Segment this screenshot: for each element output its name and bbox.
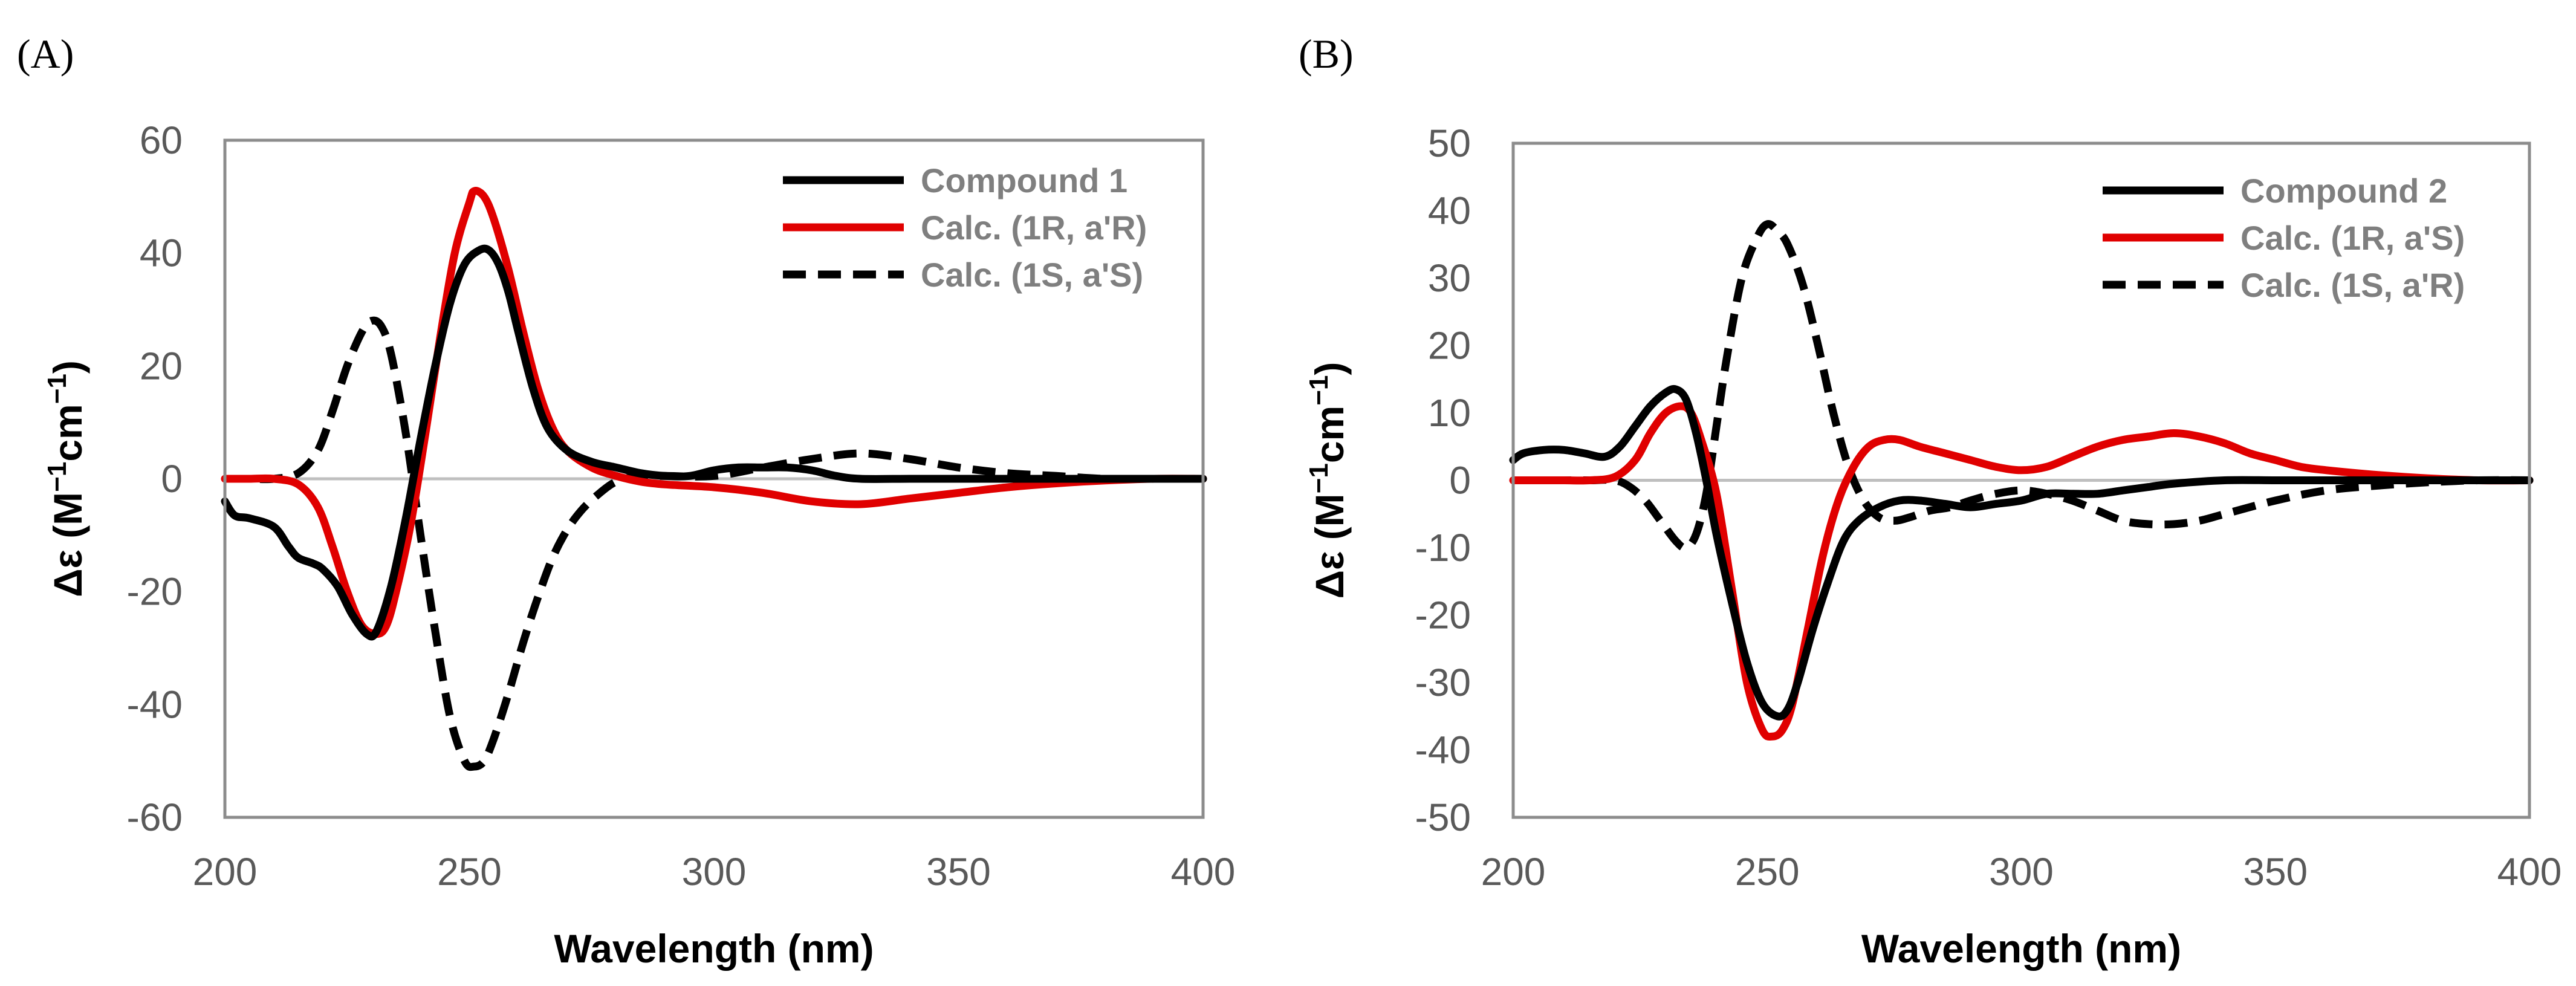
legend-label: Calc. (1S, a'R): [2240, 266, 2465, 304]
y-tick-label: -20: [127, 570, 183, 614]
legend-label: Calc. (1S, a'S): [921, 256, 1143, 294]
x-tick-labels: 200 250 300 350 400: [1481, 850, 2562, 894]
legend-label: Compound 1: [921, 161, 1127, 199]
y-tick-label: 40: [140, 232, 183, 275]
y-axis-title: Δε (M−1cm−1): [42, 360, 90, 597]
x-tick-label: 250: [1735, 850, 1800, 894]
panel-label-b: (B): [1299, 31, 1354, 77]
x-tick-label: 350: [926, 850, 991, 894]
y-tick-labels: 50 40 30 20 10 0 -10 -20 -30 -40 -50: [1415, 122, 1471, 839]
y-tick-label: -20: [1415, 594, 1471, 637]
legend: Compound 2 Calc. (1R, a'S) Calc. (1S, a'R): [2103, 172, 2465, 304]
y-tick-label: -60: [127, 796, 183, 839]
y-tick-label: 0: [1449, 459, 1471, 502]
y-tick-label: 20: [140, 344, 183, 388]
x-tick-label: 200: [1481, 850, 1546, 894]
y-tick-label: 40: [1428, 189, 1471, 233]
x-tick-label: 200: [193, 850, 258, 894]
y-tick-label: 0: [161, 457, 183, 501]
x-tick-label: 250: [437, 850, 502, 894]
x-tick-label: 350: [2243, 850, 2308, 894]
series-line-compound-1: [221, 244, 1207, 641]
y-tick-label: 30: [1428, 256, 1471, 300]
legend: Compound 1 Calc. (1R, a'R) Calc. (1S, a'S): [783, 161, 1147, 294]
y-tick-label: 60: [140, 118, 183, 162]
x-axis-title: Wavelength (nm): [1861, 926, 2181, 971]
series-line-compound-2: [1509, 384, 2534, 721]
plot-frame: [223, 138, 1205, 819]
y-tick-labels: 60 40 20 0 -20 -40 -60: [127, 118, 183, 839]
legend-label: Calc. (1R, a'S): [2240, 219, 2465, 257]
y-tick-label: -50: [1415, 796, 1471, 839]
y-tick-label: -40: [127, 683, 183, 726]
y-tick-label: 20: [1428, 324, 1471, 368]
y-tick-label: 50: [1428, 122, 1471, 165]
series-line-calc-1r-a-s: [1509, 402, 2534, 741]
series-group: [1509, 220, 2534, 741]
x-tick-labels: 200 250 300 350 400: [193, 850, 1236, 894]
plot-frame: [1511, 141, 2531, 819]
x-tick-label: 400: [2497, 850, 2562, 894]
series-group: [221, 187, 1207, 771]
y-tick-label: -30: [1415, 661, 1471, 704]
panel-b: (B) 50 40 30 20 10 0 -10 -20 -30 -40 -50 200 250 300…: [1299, 31, 2561, 971]
y-tick-label: 10: [1428, 391, 1471, 435]
series-line-calc-1s-a-r: [1513, 220, 2530, 552]
legend-label: Compound 2: [2240, 172, 2447, 210]
y-tick-label: -40: [1415, 728, 1471, 772]
x-tick-label: 400: [1171, 850, 1236, 894]
series-line-calc-1s-a-s: [224, 316, 1203, 771]
x-tick-label: 300: [1989, 850, 2054, 894]
x-axis-title: Wavelength (nm): [554, 926, 874, 971]
y-axis-title: Δε (M−1cm−1): [1304, 362, 1352, 599]
legend-label: Calc. (1R, a'R): [921, 209, 1147, 247]
panel-label-a: (A): [17, 31, 74, 77]
x-tick-label: 300: [682, 850, 747, 894]
y-tick-label: -10: [1415, 526, 1471, 569]
